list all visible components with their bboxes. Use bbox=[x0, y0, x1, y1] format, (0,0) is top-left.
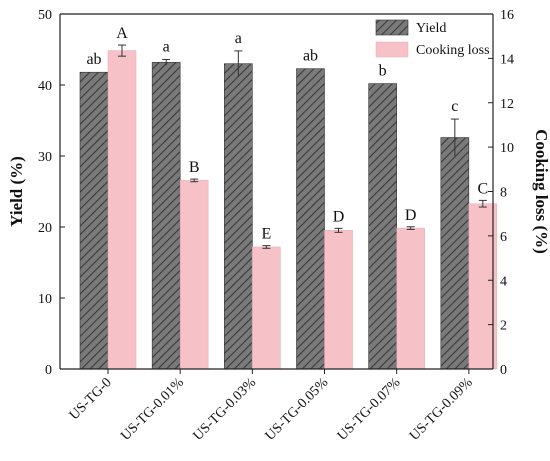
cooking-loss-significance-label: D bbox=[405, 207, 417, 224]
y-tick-label: 40 bbox=[38, 79, 52, 94]
legend: Yield Cooking loss bbox=[375, 19, 490, 58]
yield-significance-label: c bbox=[451, 98, 458, 115]
yield-significance-label: a bbox=[163, 38, 170, 55]
cooking-loss-bar bbox=[179, 180, 209, 370]
legend-swatch-yield bbox=[375, 19, 409, 36]
cooking-loss-bar bbox=[107, 50, 137, 370]
y2-axis-title: Cooking loss (%) bbox=[532, 129, 550, 254]
y-tick-label: 20 bbox=[38, 221, 52, 236]
cooking-loss-bar bbox=[468, 203, 498, 370]
cooking-loss-bar bbox=[396, 227, 425, 370]
y2-tick-label: 12 bbox=[500, 97, 514, 112]
cooking-loss-significance-label: C bbox=[477, 180, 488, 197]
yield-significance-label: ab bbox=[86, 51, 101, 68]
x-tick-label: US-TG-0.01% bbox=[118, 375, 187, 444]
y2-tick-label: 8 bbox=[500, 186, 507, 201]
y-tick-label: 0 bbox=[45, 363, 52, 378]
y2-tick-label: 4 bbox=[500, 274, 507, 289]
y2-tick-label: 2 bbox=[500, 319, 507, 334]
cooking-loss-significance-label: E bbox=[261, 226, 271, 243]
yield-bar bbox=[368, 83, 397, 370]
yield-bar bbox=[296, 68, 325, 370]
significance-labels-layer: ab Aa Ba Eab Db Dc C bbox=[86, 25, 488, 243]
cooking-loss-bar bbox=[324, 230, 353, 370]
y2-tick-label: 6 bbox=[500, 230, 507, 245]
x-tick-label: US-TG-0.05% bbox=[263, 375, 332, 444]
yield-bar bbox=[224, 63, 253, 370]
y2-tick-label: 10 bbox=[500, 141, 514, 156]
error-bars-layer bbox=[118, 44, 487, 249]
legend-label-yield: Yield bbox=[416, 21, 446, 36]
y-tick-label: 30 bbox=[38, 150, 52, 165]
cooking-loss-bar bbox=[252, 246, 281, 370]
legend-label-cooking-loss: Cooking loss bbox=[416, 43, 490, 58]
cooking-loss-significance-label: D bbox=[333, 208, 345, 225]
yield-bar bbox=[440, 137, 470, 370]
yield-bar bbox=[79, 71, 109, 370]
y2-tick-label: 16 bbox=[500, 8, 514, 23]
y2-tick-label: 0 bbox=[500, 363, 507, 378]
x-tick-label: US-TG-0 bbox=[67, 375, 115, 423]
yield-significance-label: a bbox=[235, 30, 242, 47]
cooking-loss-significance-label: A bbox=[116, 25, 128, 42]
x-tick-label: US-TG-0.07% bbox=[335, 375, 404, 444]
y-tick-label: 50 bbox=[38, 8, 52, 23]
y-tick-label: 10 bbox=[38, 292, 52, 307]
cooking-loss-significance-label: B bbox=[189, 159, 200, 176]
y-axis-title: Yield (%) bbox=[7, 156, 26, 227]
legend-swatch-cooking-loss bbox=[375, 41, 409, 58]
x-tick-label: US-TG-0.03% bbox=[191, 375, 260, 444]
yield-significance-label: ab bbox=[303, 48, 318, 65]
x-tick-label: US-TG-0.09% bbox=[407, 375, 476, 444]
yield-bar bbox=[151, 61, 181, 370]
bars-layer bbox=[79, 50, 498, 370]
y2-tick-label: 14 bbox=[500, 52, 514, 67]
yield-significance-label: b bbox=[379, 63, 387, 80]
